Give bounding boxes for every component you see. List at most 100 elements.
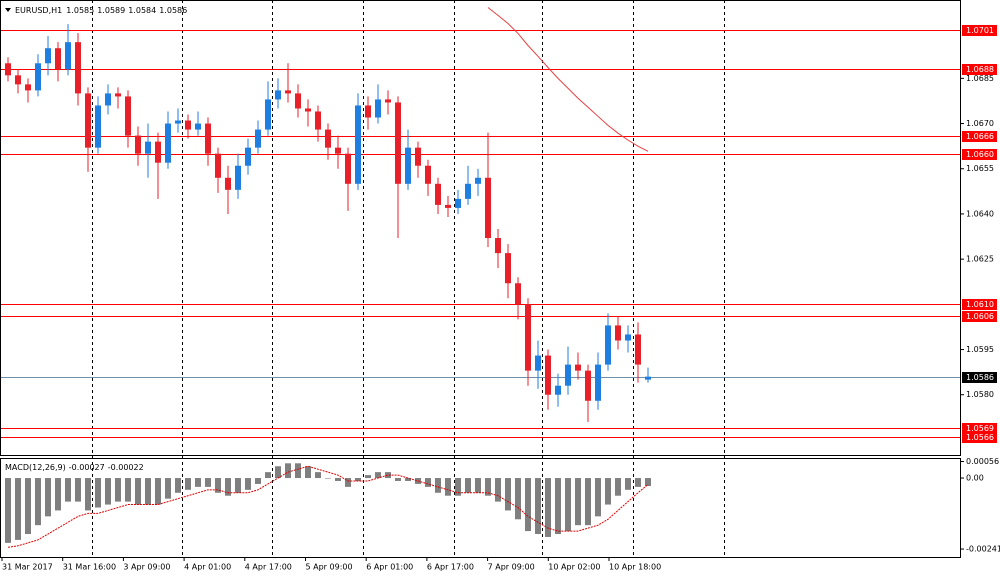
candle-body [35, 63, 41, 91]
candle-body [225, 177, 231, 190]
header-high: 1.0589 [97, 6, 125, 15]
level-label: 1.0701 [966, 26, 994, 35]
menu-triangle[interactable] [5, 8, 11, 12]
header-low: 1.0584 [128, 6, 156, 15]
candle-body [185, 120, 191, 130]
macd-bar [5, 478, 11, 543]
candle-body [395, 102, 401, 184]
price-panel-frame [0, 0, 961, 456]
macd-bar [515, 478, 521, 520]
macd-bar [155, 478, 161, 505]
candle-body [365, 105, 371, 118]
candle-body [355, 105, 361, 184]
level-label: 1.0610 [966, 300, 994, 309]
level-label: 1.0606 [966, 312, 994, 321]
x-tick-label: 10 Apr 18:00 [609, 563, 661, 572]
candle-body [175, 120, 181, 124]
macd-bar [65, 478, 71, 502]
level-label-box [962, 149, 997, 160]
macd-bar [395, 478, 401, 481]
candle-body [25, 84, 31, 91]
candle-body [515, 283, 521, 305]
candle-body [85, 93, 91, 148]
macd-bar [475, 478, 481, 493]
candle-body [215, 153, 221, 178]
x-tick-label: 31 Mar 2017 [2, 563, 53, 572]
candle-body [575, 364, 581, 371]
candle-body [645, 376, 651, 380]
candle-body [585, 370, 591, 401]
macd-bar [345, 478, 351, 487]
candle-body [405, 147, 411, 184]
candle-body [295, 93, 301, 109]
macd-signal [7, 465, 649, 548]
macd-bar [375, 472, 381, 479]
candle-body [125, 96, 131, 136]
candle-body [165, 123, 171, 163]
macd-bar [25, 478, 31, 535]
candle-body [465, 183, 471, 199]
macd-bar [215, 478, 221, 493]
candle-body [375, 99, 381, 118]
macd-panel-frame [0, 458, 961, 558]
candle-body [105, 93, 111, 106]
level-label-box [962, 131, 997, 142]
candle-body [115, 93, 121, 97]
macd-bar [145, 478, 151, 505]
candle-body [5, 63, 11, 76]
candle-body [485, 177, 491, 239]
macd-bar [45, 478, 51, 517]
y-tick-label: 1.0580 [966, 390, 994, 399]
candle-body [385, 99, 391, 103]
macd-bar [135, 478, 141, 505]
macd-bar [95, 478, 101, 508]
candle-body [425, 165, 431, 184]
candle-body [145, 141, 151, 154]
macd-bar [115, 478, 121, 502]
candle-body [525, 304, 531, 371]
candle-body [315, 111, 321, 130]
x-tick-label: 7 Apr 09:00 [488, 563, 535, 572]
macd-bar [585, 478, 591, 526]
macd-bar [175, 478, 181, 493]
level-label-box [962, 432, 997, 443]
header-close: 1.0586 [159, 6, 187, 15]
candle-body [445, 204, 451, 208]
macd-bar [555, 478, 561, 535]
y-tick-label: 1.0595 [966, 345, 994, 354]
macd-bar [185, 478, 191, 490]
macd-bar [435, 478, 441, 493]
x-tick-label: 4 Apr 17:00 [245, 563, 292, 572]
x-tick-label: 31 Mar 16:00 [63, 563, 116, 572]
day-separators [92, 0, 725, 557]
candle-body [65, 42, 71, 70]
candle-body [325, 129, 331, 148]
candle-body [95, 105, 101, 148]
y-tick-label: 1.0625 [966, 255, 994, 264]
macd-bar [625, 478, 631, 490]
macd-bar [295, 463, 301, 479]
macd-bar [425, 478, 431, 487]
macd-bar [635, 478, 641, 487]
macd-bar [225, 478, 231, 496]
macd-y-tick-label: -0.00241 [966, 545, 1000, 554]
symbol: EURUSD,H1 [15, 6, 62, 15]
macd-bar [315, 472, 321, 479]
macd-bar [365, 475, 371, 479]
y-tick-label: 1.0655 [966, 164, 994, 173]
macd-bar [595, 478, 601, 517]
macd-bar [85, 478, 91, 511]
macd-bar [55, 478, 61, 511]
macd-bar [205, 478, 211, 487]
candle-body [255, 129, 261, 148]
level-label-box [962, 311, 997, 322]
candle-body [75, 42, 81, 94]
candle-body [565, 364, 571, 386]
macd-bar [235, 478, 241, 493]
macd-bar [15, 478, 21, 540]
macd-bar [325, 478, 331, 479]
macd-bar [105, 478, 111, 505]
macd-title: MACD(12,26,9) [5, 463, 66, 472]
candle-body [275, 90, 281, 100]
macd-bar [285, 463, 291, 479]
